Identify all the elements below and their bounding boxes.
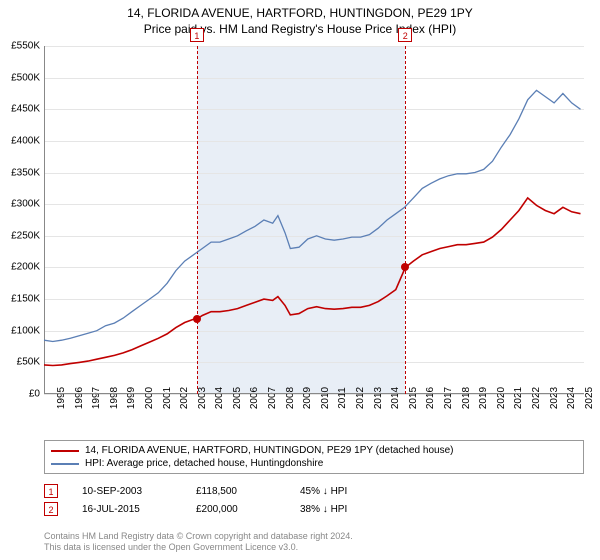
legend-swatch-hpi xyxy=(51,463,79,465)
ytick-label: £0 xyxy=(29,389,40,400)
sale-marker-2: 2 xyxy=(44,502,58,516)
ytick-label: £400K xyxy=(11,135,40,146)
footer-attribution: Contains HM Land Registry data © Crown c… xyxy=(44,531,353,554)
sale-marker-number: 2 xyxy=(398,28,412,42)
ytick-label: £50K xyxy=(17,357,40,368)
legend-label-property: 14, FLORIDA AVENUE, HARTFORD, HUNTINGDON… xyxy=(85,445,453,456)
legend-swatch-property xyxy=(51,450,79,452)
sale-price-2: £200,000 xyxy=(196,504,276,515)
chart-title-subtitle: Price paid vs. HM Land Registry's House … xyxy=(0,22,600,36)
ytick-label: £150K xyxy=(11,294,40,305)
legend-row-hpi: HPI: Average price, detached house, Hunt… xyxy=(51,457,577,470)
ytick-label: £450K xyxy=(11,104,40,115)
footer-line-1: Contains HM Land Registry data © Crown c… xyxy=(44,531,353,543)
series-line-property xyxy=(44,198,581,366)
ytick-label: £550K xyxy=(11,41,40,52)
legend-label-hpi: HPI: Average price, detached house, Hunt… xyxy=(85,458,323,469)
ytick-label: £100K xyxy=(11,325,40,336)
legend-and-sales: 14, FLORIDA AVENUE, HARTFORD, HUNTINGDON… xyxy=(44,440,584,518)
ytick-label: £300K xyxy=(11,199,40,210)
sales-table: 1 10-SEP-2003 £118,500 45% ↓ HPI 2 16-JU… xyxy=(44,482,584,518)
sales-row-2: 2 16-JUL-2015 £200,000 38% ↓ HPI xyxy=(44,500,584,518)
chart-title-address: 14, FLORIDA AVENUE, HARTFORD, HUNTINGDON… xyxy=(0,6,600,20)
series-line-hpi xyxy=(44,90,581,341)
legend-row-property: 14, FLORIDA AVENUE, HARTFORD, HUNTINGDON… xyxy=(51,444,577,457)
ytick-label: £200K xyxy=(11,262,40,273)
chart-title-block: 14, FLORIDA AVENUE, HARTFORD, HUNTINGDON… xyxy=(0,0,600,36)
ytick-label: £250K xyxy=(11,230,40,241)
sale-date-2: 16-JUL-2015 xyxy=(82,504,172,515)
sale-date-1: 10-SEP-2003 xyxy=(82,486,172,497)
sale-price-1: £118,500 xyxy=(196,486,276,497)
chart-plot-area: £0£50K£100K£150K£200K£250K£300K£350K£400… xyxy=(44,46,584,394)
sales-row-1: 1 10-SEP-2003 £118,500 45% ↓ HPI xyxy=(44,482,584,500)
legend-box: 14, FLORIDA AVENUE, HARTFORD, HUNTINGDON… xyxy=(44,440,584,474)
ytick-label: £500K xyxy=(11,72,40,83)
footer-line-2: This data is licensed under the Open Gov… xyxy=(44,542,353,554)
sale-dot xyxy=(193,315,201,323)
sale-marker-1: 1 xyxy=(44,484,58,498)
sale-diff-2: 38% ↓ HPI xyxy=(300,504,400,515)
sale-diff-1: 45% ↓ HPI xyxy=(300,486,400,497)
sale-marker-number: 1 xyxy=(190,28,204,42)
ytick-label: £350K xyxy=(11,167,40,178)
series-svg xyxy=(44,46,584,394)
sale-dot xyxy=(401,263,409,271)
